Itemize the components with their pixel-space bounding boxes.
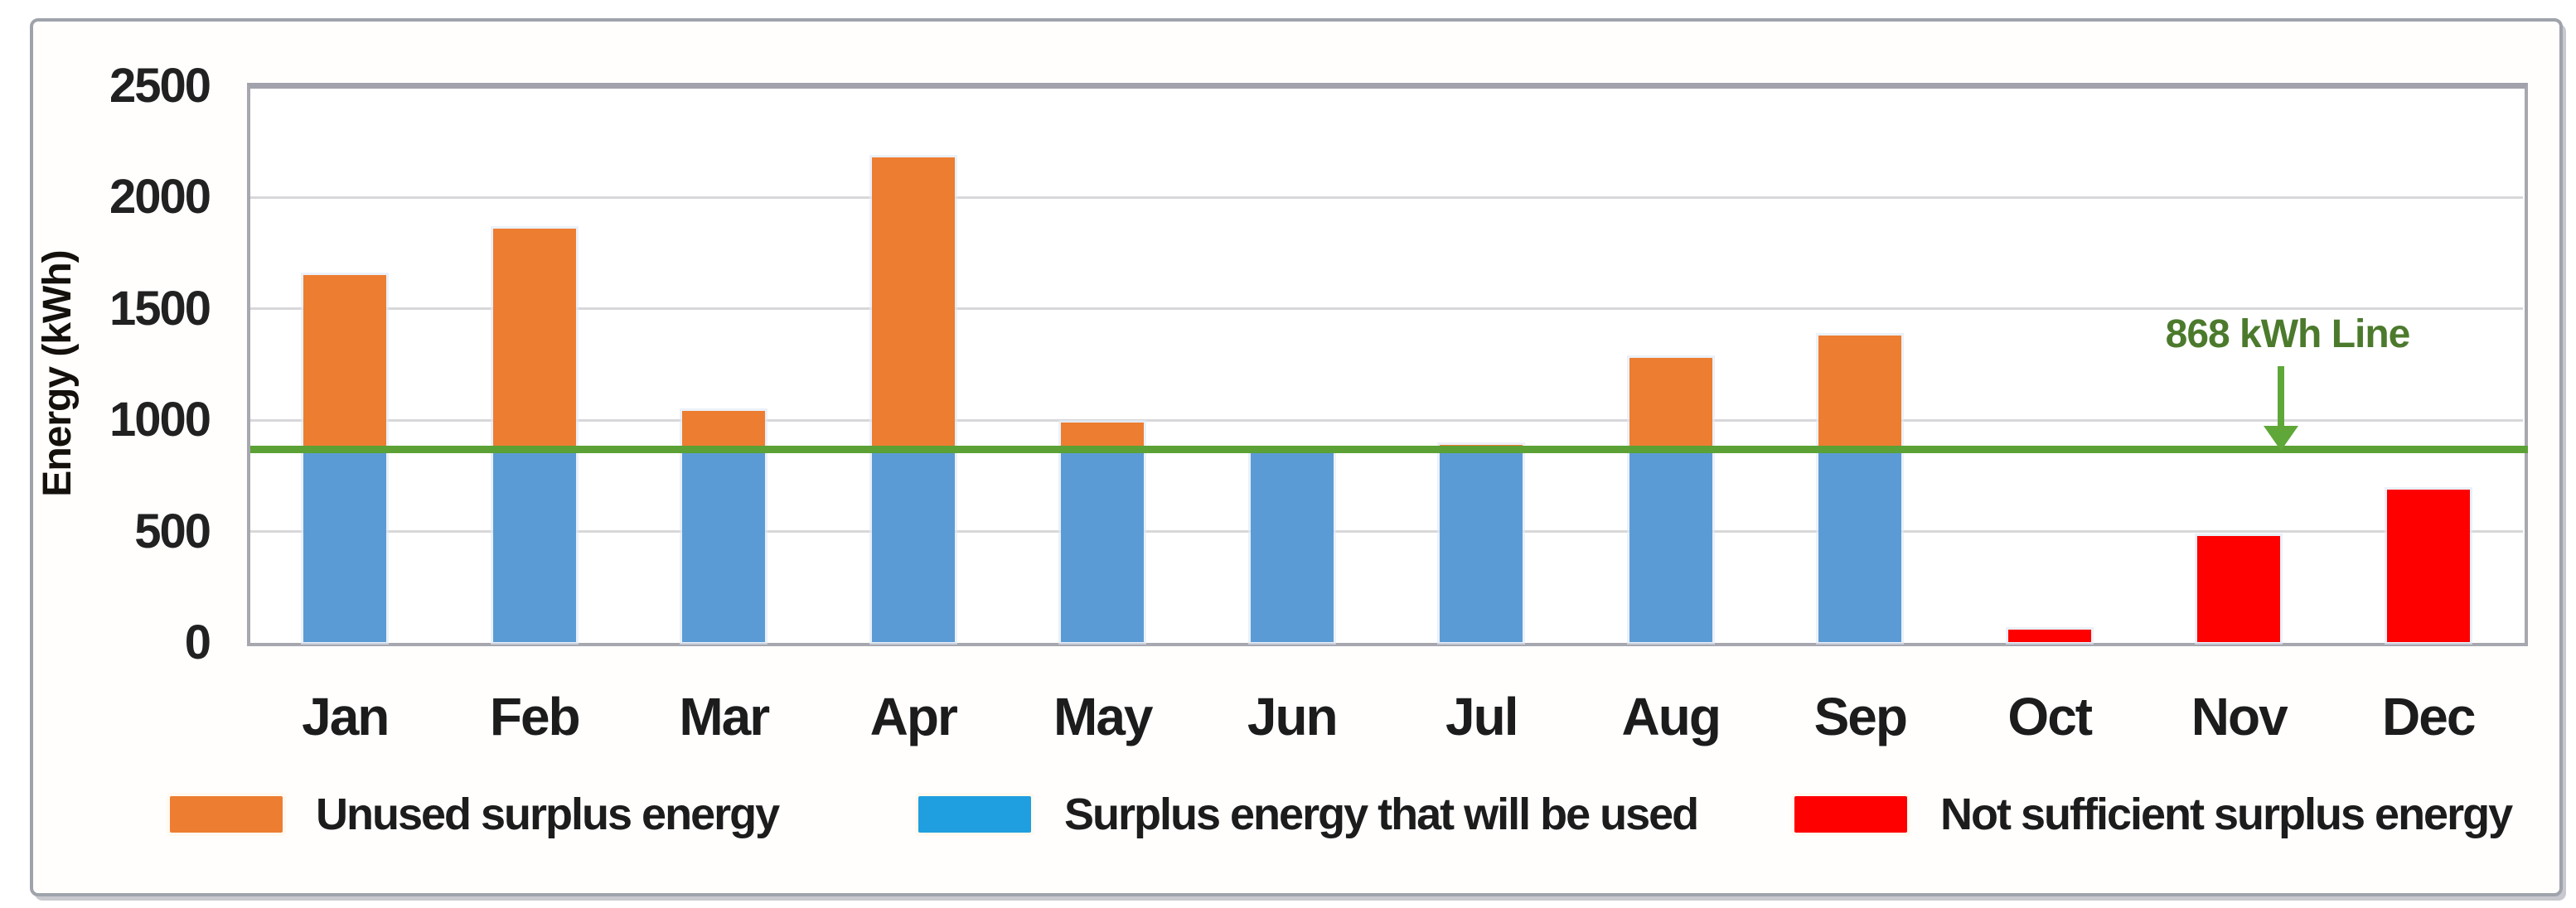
xlabel-aug: Aug — [1621, 687, 1721, 746]
gridline-1500 — [250, 307, 2523, 311]
ytick-2000: 2000 — [109, 170, 211, 225]
gridline-1000 — [250, 418, 2523, 422]
xlabel-sep: Sep — [1813, 687, 1908, 746]
bar-mar-surplus-used — [682, 449, 766, 642]
ytick-1000: 1000 — [109, 393, 211, 447]
plot-area — [247, 83, 2528, 646]
legend-label: Surplus energy that will be used — [1064, 790, 1699, 839]
legend-item-not-sufficient: Not sufficient surplus energy — [1794, 789, 2513, 840]
bar-aug-unused-surplus — [1629, 357, 1712, 449]
xlabel-apr: Apr — [869, 687, 958, 746]
bar-may-surplus-used — [1061, 449, 1145, 642]
legend-label: Unused surplus energy — [316, 790, 780, 839]
legend-label: Not sufficient surplus energy — [1940, 790, 2513, 839]
reference-line-annotation: 868 kWh Line — [2165, 312, 2411, 356]
legend-swatch-blue — [918, 796, 1031, 833]
bar-mar-unused-surplus — [682, 411, 766, 449]
arrow-down-icon-head — [2264, 426, 2298, 451]
gridline-500 — [250, 530, 2523, 534]
gridline-2000 — [250, 196, 2523, 199]
xlabel-jan: Jan — [302, 687, 390, 746]
xlabel-dec: Dec — [2382, 687, 2476, 746]
arrow-down-icon — [2278, 366, 2284, 427]
bar-sep-unused-surplus — [1818, 336, 1902, 449]
bar-aug-surplus-used — [1629, 449, 1712, 642]
legend-swatch-orange — [170, 796, 283, 833]
bar-oct-not-sufficient — [2007, 629, 2091, 642]
bar-jun-surplus-used — [1250, 451, 1334, 642]
xlabel-may: May — [1053, 687, 1153, 746]
reference-line-868kwh — [250, 446, 2528, 454]
xlabel-oct: Oct — [2007, 687, 2093, 746]
ytick-500: 500 — [134, 504, 211, 558]
bar-feb-unused-surplus — [492, 229, 576, 449]
xlabel-jul: Jul — [1445, 687, 1518, 746]
ytick-1500: 1500 — [109, 281, 211, 336]
xlabel-jun: Jun — [1247, 687, 1339, 746]
bar-apr-surplus-used — [871, 449, 955, 642]
legend-swatch-red — [1794, 796, 1907, 833]
xlabel-nov: Nov — [2191, 687, 2288, 746]
legend-item-surplus-used: Surplus energy that will be used — [918, 789, 1699, 840]
bar-apr-unused-surplus — [871, 157, 955, 449]
bar-feb-surplus-used — [492, 449, 576, 642]
bar-sep-surplus-used — [1818, 449, 1902, 642]
legend-item-unused-surplus: Unused surplus energy — [170, 789, 780, 840]
xlabel-feb: Feb — [489, 687, 581, 746]
ytick-2500: 2500 — [109, 59, 211, 113]
xlabel-mar: Mar — [679, 687, 770, 746]
bar-jul-surplus-used — [1440, 449, 1523, 642]
bar-jan-surplus-used — [303, 449, 387, 642]
bar-may-unused-surplus — [1061, 422, 1145, 449]
bar-dec-not-sufficient — [2386, 489, 2470, 642]
ytick-0: 0 — [184, 616, 211, 669]
bar-jan-unused-surplus — [303, 275, 387, 449]
bar-nov-not-sufficient — [2197, 535, 2281, 642]
